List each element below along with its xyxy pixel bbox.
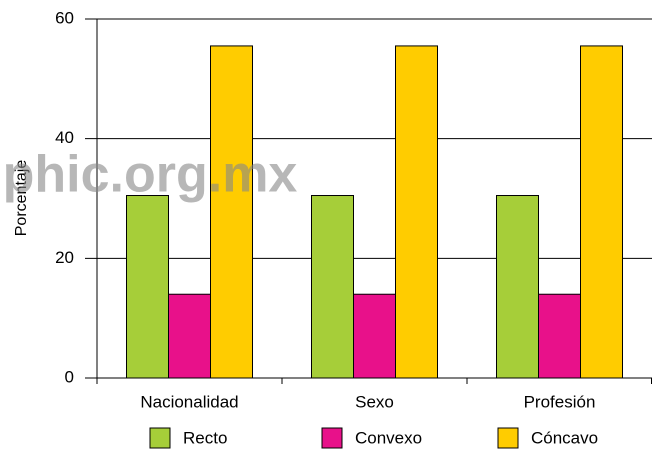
legend-label: Convexo: [355, 428, 422, 447]
legend-swatch: [497, 427, 519, 449]
x-tick-label: Sexo: [355, 392, 394, 411]
legend-label: Recto: [183, 428, 227, 447]
watermark: phic.org.mx: [3, 146, 298, 204]
legend-label: Cóncavo: [531, 428, 598, 447]
y-tick-label: 0: [65, 367, 74, 386]
bar: [395, 45, 438, 379]
bar: [168, 293, 211, 379]
legend-swatch: [149, 427, 171, 449]
bar: [126, 195, 169, 379]
y-tick-label: 60: [55, 8, 74, 27]
bar: [538, 293, 581, 379]
x-tick-label: Profesión: [524, 392, 596, 411]
bar: [353, 293, 396, 379]
bar: [311, 195, 354, 379]
bar: [210, 45, 253, 379]
y-axis-label: Porcentaje: [13, 160, 30, 237]
bar: [580, 45, 623, 379]
y-tick-label: 20: [55, 248, 74, 267]
legend-swatch: [321, 427, 343, 449]
bar: [496, 195, 539, 379]
x-tick-label: Nacionalidad: [140, 392, 238, 411]
y-tick-label: 40: [55, 128, 74, 147]
